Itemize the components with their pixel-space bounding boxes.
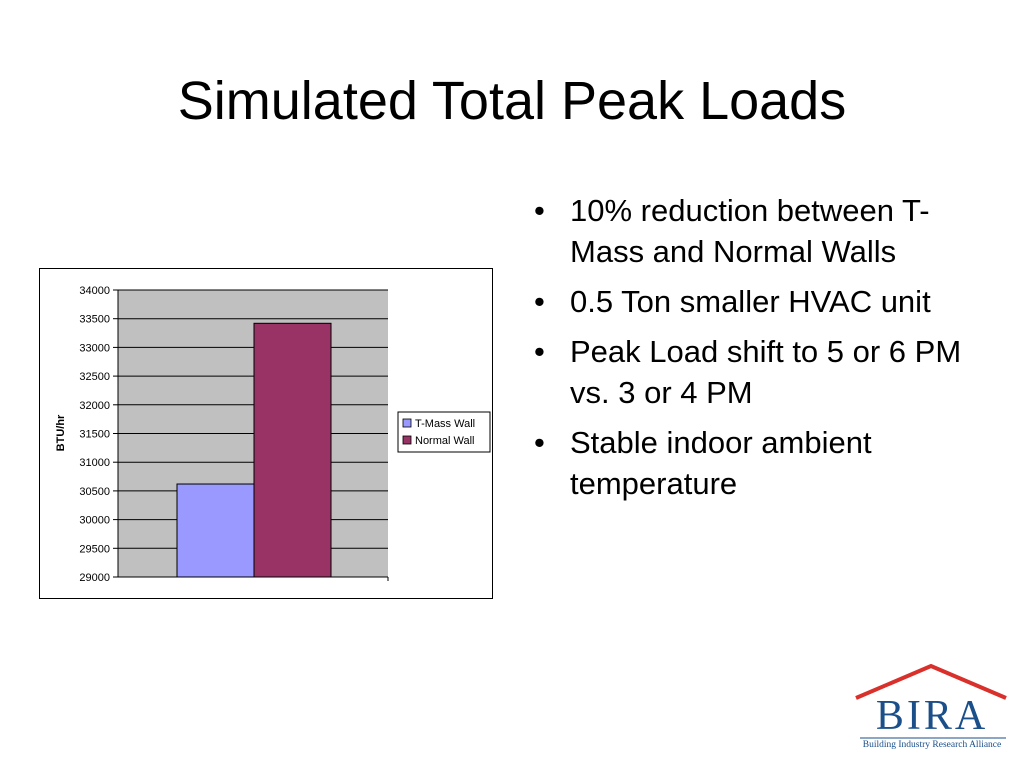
y-tick-label: 32000 — [79, 400, 110, 412]
bar-normal-wall — [253, 322, 332, 578]
bullet-text: 10% reduction between T-Mass and Normal … — [570, 193, 930, 269]
bullet-icon: • — [534, 425, 545, 460]
logo-text: BIRA — [875, 693, 989, 739]
bullet-text: 0.5 Ton smaller HVAC unit — [570, 284, 931, 319]
y-tick-label: 30500 — [79, 486, 110, 498]
bira-roof-icon — [855, 664, 1007, 739]
bullet-item: • Peak Load shift to 5 or 6 PM vs. 3 or 4… — [528, 331, 998, 413]
y-tick-label: 34000 — [79, 285, 110, 297]
bar-chart: 29000 29500 30000 30500 31000 31500 32000 32500… — [55, 285, 491, 584]
bullet-icon: • — [534, 334, 545, 369]
y-axis-label: BTU/hr — [55, 414, 67, 451]
y-tick-label: 30000 — [79, 515, 110, 527]
legend-label: Normal Wall — [415, 435, 475, 447]
legend-swatch — [402, 418, 412, 428]
y-tick-label: 31500 — [79, 429, 110, 441]
bar-t-mass-wall — [176, 483, 255, 578]
legend-swatch — [402, 435, 412, 445]
bullet-list: • 10% reduction between T-Mass and Normal… — [528, 190, 998, 513]
legend-box — [397, 411, 491, 453]
logo-subtitle: Building Industry Research Alliance — [862, 740, 1002, 750]
chart-frame: 29000 29500 30000 30500 31000 31500 32000 32500… — [39, 268, 493, 599]
y-tick-label: 33500 — [79, 314, 110, 326]
slide-title: Simulated Total Peak Loads — [177, 71, 847, 131]
bullet-icon: • — [534, 284, 545, 319]
bullet-text: Stable indoor ambient temperature — [570, 425, 872, 501]
y-tick-label: 33000 — [79, 342, 110, 354]
bullet-text: Peak Load shift to 5 or 6 PM vs. 3 or 4 … — [570, 334, 962, 410]
y-tick-label: 32500 — [79, 371, 110, 383]
legend-label: T-Mass Wall — [415, 418, 475, 430]
bullet-icon: • — [534, 193, 545, 228]
bullet-item: • Stable indoor ambient temperature — [528, 422, 998, 504]
y-tick-label: 31000 — [79, 457, 110, 469]
y-tick-label: 29500 — [79, 543, 110, 555]
bullet-item: • 10% reduction between T-Mass and Normal… — [528, 190, 998, 272]
y-tick-label: 29000 — [79, 572, 110, 584]
bullet-item: • 0.5 Ton smaller HVAC unit — [528, 281, 998, 322]
